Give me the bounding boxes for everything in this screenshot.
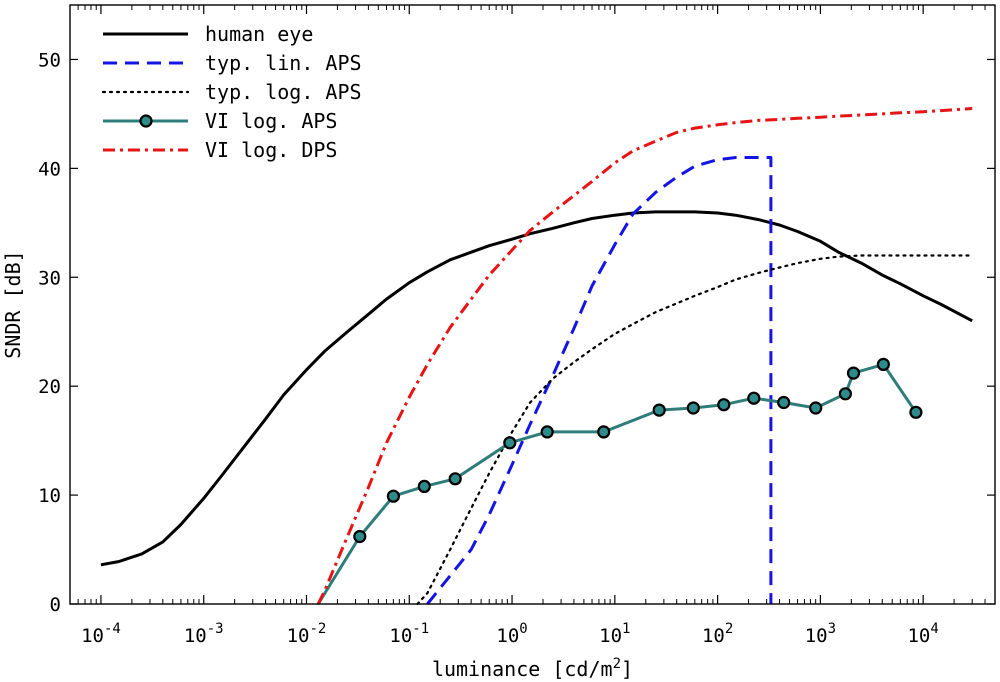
data-point-marker: [503, 436, 517, 450]
data-point-marker: [809, 401, 823, 415]
y-tick-label: 50: [38, 49, 61, 71]
x-tick-label: 10-3: [184, 621, 224, 647]
x-tick-label: 104: [907, 621, 938, 647]
x-tick-label: 103: [805, 621, 836, 647]
y-tick-label: 20: [38, 376, 61, 398]
data-point-marker: [747, 391, 761, 405]
y-axis-label: SNDR [dB]: [1, 250, 25, 358]
data-point-marker: [597, 425, 611, 439]
series-line-0: [100, 210, 973, 567]
data-point-marker: [846, 366, 861, 380]
legend-label-0: human eye: [205, 22, 313, 46]
x-tick-label: 102: [702, 621, 733, 647]
series-line-2: [416, 254, 974, 606]
data-point-marker: [540, 425, 554, 439]
legend-label-1: typ. lin. APS: [205, 51, 362, 75]
y-tick-label: 10: [38, 485, 61, 507]
series-line-1: [426, 156, 773, 605]
data-point-marker: [717, 398, 731, 412]
x-axis-label-superscript: 2: [613, 656, 621, 672]
marker-layer: [353, 357, 923, 544]
x-tick-label: 10-4: [81, 621, 121, 647]
data-point-marker: [838, 387, 853, 401]
legend-label-3: VI log. APS: [205, 109, 337, 133]
x-tick-label: 100: [496, 621, 527, 647]
legend-marker: [139, 114, 153, 128]
legend-label-2: typ. log. APS: [205, 80, 362, 104]
y-tick-label: 30: [38, 267, 61, 289]
data-point-marker: [448, 472, 462, 486]
x-tick-label: 101: [599, 621, 630, 647]
data-point-marker: [652, 403, 666, 417]
x-tick-label: 10-1: [389, 621, 429, 647]
data-point-marker: [353, 529, 367, 544]
plot-frame: [69, 4, 996, 605]
x-axis-label-main: luminance [cd/m: [432, 657, 613, 681]
data-point-marker: [386, 489, 400, 503]
y-tick-label: 0: [50, 594, 61, 616]
tick-layer: 0 10 20 30 40 50 10-4 10-3 10-2 10-1 100 101 102 103 1…: [38, 5, 996, 647]
y-tick-label: 40: [38, 158, 61, 180]
x-axis-label: luminance [cd/m2]: [432, 656, 633, 681]
legend-label-4: VI log. DPS: [205, 138, 337, 162]
x-tick-label: 10-2: [287, 621, 327, 647]
data-point-marker: [909, 405, 923, 419]
x-axis-label-end: ]: [621, 657, 633, 681]
data-point-marker: [876, 357, 891, 371]
data-point-marker: [777, 395, 791, 410]
data-point-marker: [417, 479, 431, 493]
legend: human eye typ. lin. APS typ. log. APS VI lo…: [101, 22, 362, 162]
data-point-marker: [686, 401, 700, 415]
